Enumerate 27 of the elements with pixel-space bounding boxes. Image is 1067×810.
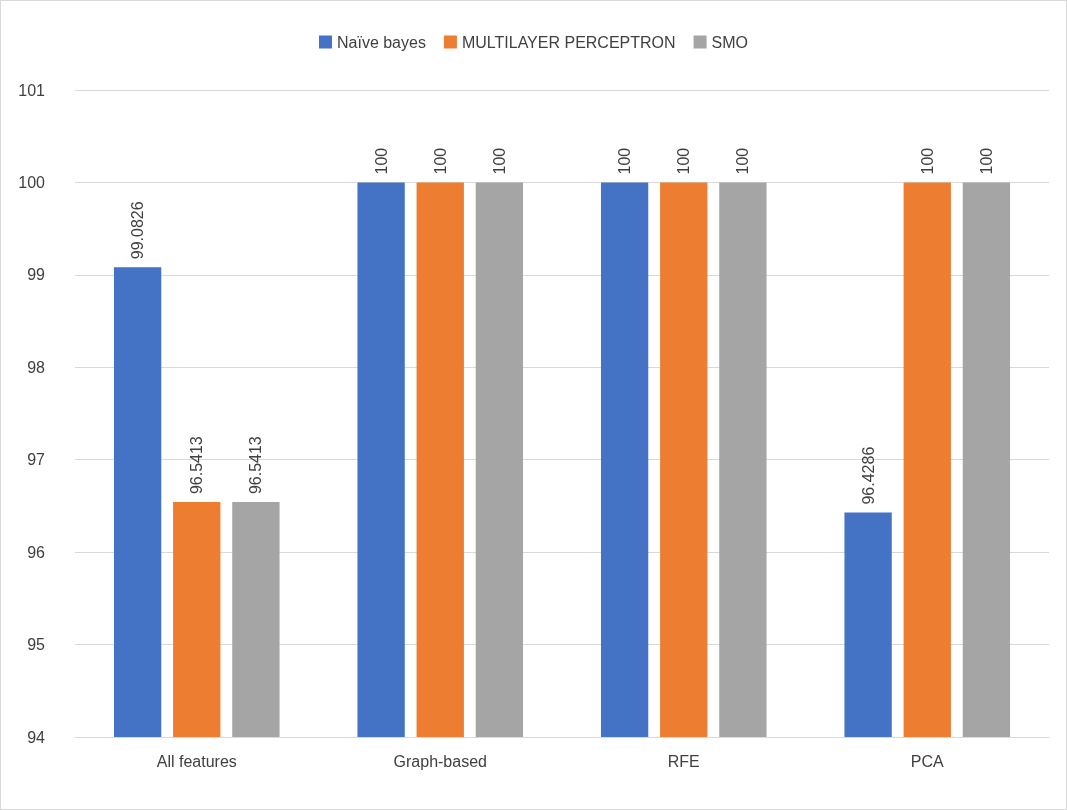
data-label: 96.5413 [188, 436, 206, 495]
legend-label: SMO [711, 33, 749, 51]
y-tick-label: 96 [27, 543, 46, 561]
data-label: 100 [675, 147, 693, 175]
data-label: 100 [918, 147, 936, 175]
data-label: 96.4286 [859, 446, 877, 505]
y-tick-label: 94 [27, 728, 46, 746]
y-tick-label: 100 [18, 173, 46, 191]
y-tick-label: 98 [27, 358, 46, 376]
x-tick-label: All features [156, 752, 237, 770]
y-tick-label: 95 [27, 636, 46, 654]
data-label: 100 [431, 147, 449, 175]
y-tick-label: 101 [18, 81, 46, 99]
data-label: 100 [734, 147, 752, 175]
data-label: 100 [616, 147, 634, 175]
legend-label: Naïve bayes [336, 33, 426, 51]
data-label: 100 [372, 147, 390, 175]
x-tick-label: PCA [910, 752, 945, 770]
data-label: 99.0826 [129, 201, 147, 260]
y-tick-label: 97 [27, 451, 46, 469]
y-tick-label: 99 [27, 266, 46, 284]
legend-label: MULTILAYER PERCEPTRON [461, 33, 676, 51]
data-label: 96.5413 [247, 436, 265, 495]
x-tick-label: RFE [667, 752, 700, 770]
x-tick-label: Graph-based [393, 752, 487, 770]
data-label: 100 [490, 147, 508, 175]
data-label: 100 [977, 147, 995, 175]
